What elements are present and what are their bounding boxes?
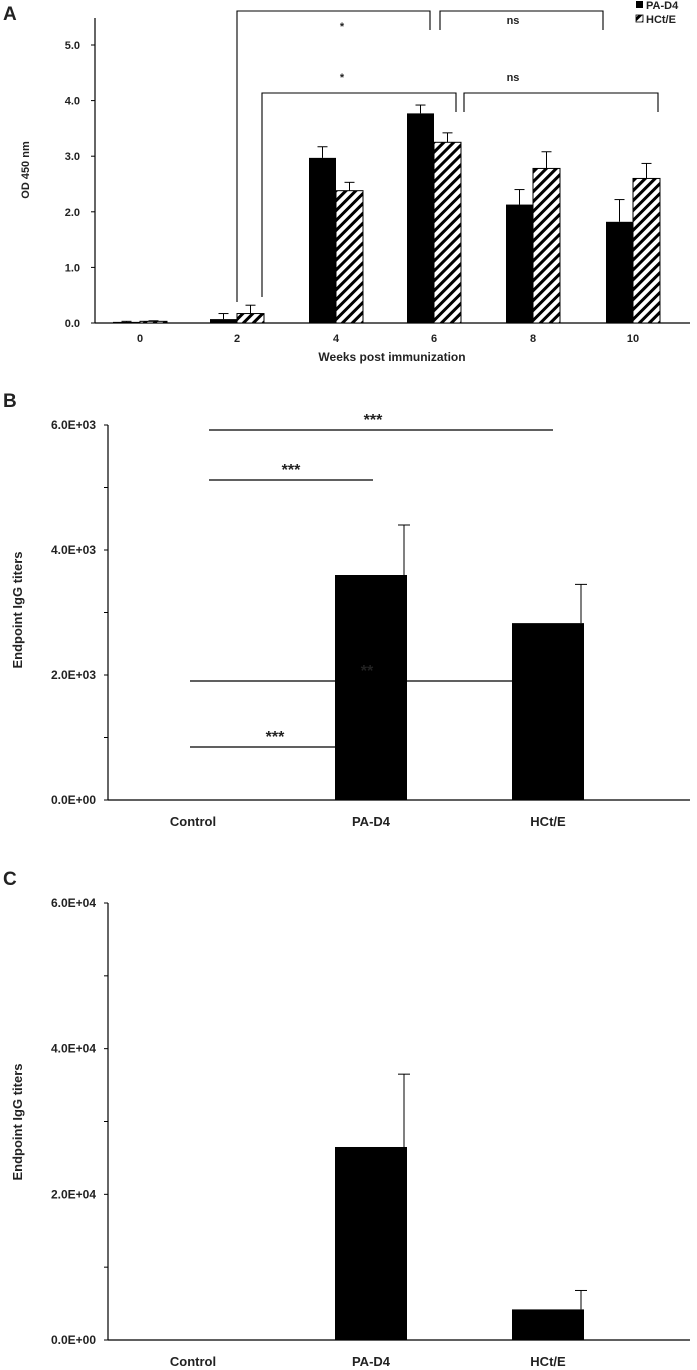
- panel-a-y-tick: 0.0: [65, 318, 80, 330]
- panel-c-x-ticks: Control PA-D4 HCt/E: [170, 1354, 566, 1369]
- legend-label-pa-d4: PA-D4: [646, 0, 679, 12]
- legend-label-hct-e: HCt/E: [646, 14, 676, 26]
- panel-a-significance: * * ns ns: [236, 10, 659, 302]
- panel-a-y-tick: 1.0: [65, 262, 80, 274]
- bar-pa-d4: [407, 113, 434, 323]
- panel-a-legend: PA-D4 HCt/E: [635, 0, 679, 26]
- panel-b-x-ticks: Control PA-D4 HCt/E: [170, 814, 566, 829]
- bar-pa-d4: [309, 157, 336, 323]
- panel-a-bars: [91, 44, 661, 324]
- bar-hct-e: [433, 141, 462, 324]
- panel-c-bars: [104, 902, 587, 1341]
- panel-a-x-tick: 4: [333, 333, 340, 345]
- bar-hct-e: [512, 1309, 584, 1340]
- panel-b-x-tick: PA-D4: [352, 814, 391, 829]
- significance-bracket: [261, 92, 457, 297]
- panel-b-y-tick: 2.0E+03: [51, 668, 96, 682]
- bar-hct-e: [139, 320, 168, 324]
- panel-c-y-tick: 6.0E+04: [51, 896, 96, 910]
- bar-hct-e: [532, 167, 561, 324]
- panel-c-sig-label: ***: [266, 729, 285, 746]
- panel-b-y-ticks: 0.0E+00 2.0E+03 4.0E+03 6.0E+03: [51, 418, 96, 807]
- panel-b-sig-label: ***: [282, 462, 301, 479]
- panel-a-sig-label: *: [340, 72, 345, 84]
- panel-c-significance: *** **: [190, 663, 547, 748]
- bar-pa-d4: [506, 204, 533, 323]
- panel-c-label: C: [3, 869, 17, 890]
- panel-a-y-axis-label: OD 450 nm: [20, 141, 32, 199]
- bar-pa-d4: [210, 319, 237, 323]
- panel-c-x-tick: PA-D4: [352, 1354, 391, 1369]
- significance-bracket: [439, 10, 604, 30]
- panel-b-x-tick: Control: [170, 814, 216, 829]
- panel-b-y-tick: 4.0E+03: [51, 543, 96, 557]
- panel-a-y-tick: 5.0: [65, 40, 80, 52]
- panel-c: C Endpoint IgG titers 0.0E+00 2.0E+04 4.…: [3, 663, 690, 1369]
- legend-swatch-hct-e: [635, 14, 644, 23]
- bar-pa-d4: [113, 321, 140, 323]
- significance-bracket: [463, 92, 659, 112]
- panel-a-x-tick: 10: [627, 333, 639, 345]
- legend-swatch-pa-d4: [636, 1, 643, 8]
- panel-c-x-tick: Control: [170, 1354, 216, 1369]
- panel-a-y-ticks: 0.0 1.0 2.0 3.0 4.0 5.0: [65, 40, 80, 330]
- panel-c-y-tick: 0.0E+00: [51, 1333, 96, 1347]
- panel-b: B Endpoint IgG titers 0.0E+00 2.0E+03 4.…: [3, 391, 690, 829]
- panel-a-x-tick: 0: [137, 333, 143, 345]
- panel-a-y-tick: 3.0: [65, 151, 80, 163]
- bar-pa-d4: [335, 1146, 407, 1340]
- panel-a-x-tick: 8: [530, 333, 536, 345]
- panel-b-significance: *** ***: [209, 412, 553, 481]
- panel-c-y-axis-label: Endpoint IgG titers: [10, 1064, 25, 1181]
- panel-b-y-tick: 0.0E+00: [51, 793, 96, 807]
- panel-a-x-ticks: 0 2 4 6 8 10: [137, 333, 639, 345]
- panel-a-label: A: [3, 4, 17, 25]
- bar-hct-e: [632, 177, 661, 324]
- panel-c-sig-label: **: [361, 663, 374, 680]
- panel-a: A OD 450 nm Weeks post immunization 0.0 …: [3, 0, 690, 364]
- panel-c-y-tick: 4.0E+04: [51, 1042, 96, 1056]
- panel-b-y-axis-label: Endpoint IgG titers: [10, 552, 25, 669]
- bar-pa-d4: [606, 221, 633, 323]
- panel-a-x-tick: 6: [431, 333, 437, 345]
- panel-a-y-tick: 2.0: [65, 207, 80, 219]
- panel-a-sig-label: ns: [507, 15, 520, 27]
- panel-c-y-tick: 2.0E+04: [51, 1187, 96, 1201]
- panel-a-sig-label: *: [340, 21, 345, 33]
- panel-a-sig-label: ns: [507, 72, 520, 84]
- panel-b-sig-label: ***: [364, 412, 383, 429]
- bar-hct-e: [236, 313, 265, 324]
- bar-hct-e: [335, 190, 364, 324]
- significance-bracket: [236, 10, 431, 302]
- panel-b-y-tick: 6.0E+03: [51, 418, 96, 432]
- bar-pa-d4: [335, 575, 407, 800]
- panel-b-bars: [104, 424, 587, 801]
- panel-b-label: B: [3, 391, 17, 412]
- panel-c-x-tick: HCt/E: [530, 1354, 566, 1369]
- bar-hct-e: [512, 623, 584, 800]
- panel-a-y-tick: 4.0: [65, 96, 80, 108]
- panel-a-x-axis-label: Weeks post immunization: [318, 350, 465, 364]
- panel-c-y-ticks: 0.0E+00 2.0E+04 4.0E+04 6.0E+04: [51, 896, 96, 1347]
- panel-b-x-tick: HCt/E: [530, 814, 566, 829]
- panel-a-x-tick: 2: [234, 333, 240, 345]
